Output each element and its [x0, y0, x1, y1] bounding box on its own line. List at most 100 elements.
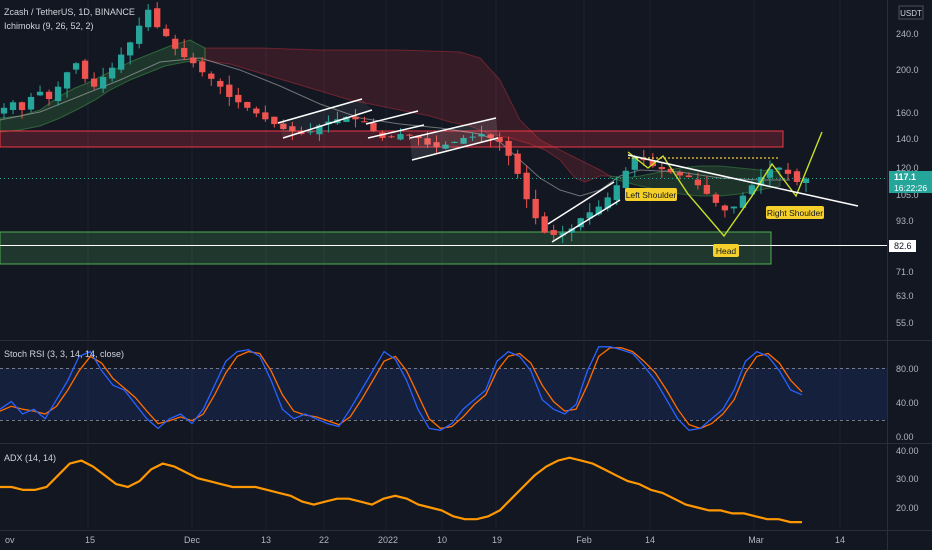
flag-channels[interactable] — [277, 98, 621, 243]
resistance-zone[interactable] — [0, 130, 784, 148]
candle[interactable] — [343, 116, 350, 122]
candle[interactable] — [433, 142, 440, 148]
candle[interactable] — [199, 61, 206, 73]
candle[interactable] — [9, 102, 17, 110]
candle[interactable] — [721, 205, 729, 211]
candle[interactable] — [667, 168, 674, 173]
price-axis[interactable]: USDT 240.0 200.0 160.0 140.0 120.0 105.0 93.0 7… — [889, 5, 932, 328]
candle[interactable] — [370, 122, 377, 132]
candle[interactable] — [0, 107, 8, 114]
candle[interactable] — [117, 54, 125, 70]
candle[interactable] — [289, 126, 296, 132]
candles[interactable] — [0, 2, 810, 244]
candle[interactable] — [99, 76, 107, 89]
candle[interactable] — [505, 140, 512, 156]
support-zone[interactable] — [0, 231, 772, 265]
candle[interactable] — [487, 134, 494, 138]
candle[interactable] — [244, 101, 251, 108]
candle[interactable] — [226, 84, 233, 97]
stoch-rsi-panel[interactable]: Stoch RSI (3, 3, 14, 14, close) 80.00 40… — [0, 346, 919, 442]
candle[interactable] — [208, 73, 215, 79]
candle[interactable] — [72, 63, 80, 70]
candle[interactable] — [280, 123, 287, 130]
candle[interactable] — [424, 138, 431, 145]
candle[interactable] — [253, 108, 260, 114]
candle[interactable] — [676, 172, 683, 176]
candle[interactable] — [703, 184, 711, 194]
candle[interactable] — [127, 42, 134, 56]
candle[interactable] — [613, 185, 620, 201]
candle[interactable] — [172, 38, 179, 49]
level-price: 82.6 — [894, 241, 912, 251]
candle[interactable] — [190, 57, 197, 64]
candle[interactable] — [784, 169, 792, 174]
head-shoulders-pattern[interactable] — [627, 131, 859, 238]
candle[interactable] — [658, 167, 665, 170]
candle[interactable] — [307, 131, 314, 133]
candle[interactable] — [460, 137, 467, 144]
candle[interactable] — [514, 153, 521, 174]
candle[interactable] — [694, 179, 702, 186]
candle[interactable] — [388, 136, 395, 138]
candle[interactable] — [541, 216, 548, 233]
candle[interactable] — [235, 94, 242, 103]
candle[interactable] — [478, 134, 485, 137]
current-price-tag — [889, 171, 932, 193]
adx-panel[interactable]: ADX (14, 14) 40.00 30.00 20.00 — [0, 446, 919, 524]
candle[interactable] — [81, 60, 89, 79]
candle[interactable] — [361, 121, 368, 123]
annotation-head[interactable]: Head — [713, 244, 739, 257]
time-axis[interactable]: ov 15 Dec 13 22 2022 10 19 Feb 14 Mar 14 — [5, 535, 845, 545]
candle[interactable] — [523, 172, 530, 200]
candle[interactable] — [622, 170, 629, 188]
candle[interactable] — [352, 116, 359, 120]
candle[interactable] — [550, 230, 557, 235]
candle[interactable] — [577, 218, 584, 228]
candle[interactable] — [163, 28, 170, 37]
candle[interactable] — [685, 175, 693, 178]
candle[interactable] — [36, 91, 44, 96]
candle[interactable] — [631, 157, 638, 170]
annotation-right-shoulder[interactable]: Right Shoulder — [766, 206, 824, 219]
candle[interactable] — [18, 102, 26, 111]
candle[interactable] — [262, 112, 269, 120]
candle[interactable] — [730, 206, 738, 209]
candle[interactable] — [451, 141, 458, 143]
candle[interactable] — [442, 144, 449, 149]
candle[interactable] — [802, 178, 810, 183]
candle[interactable] — [415, 135, 422, 138]
candle[interactable] — [397, 134, 404, 140]
candle[interactable] — [496, 137, 503, 142]
candle[interactable] — [54, 86, 62, 102]
candle[interactable] — [406, 134, 413, 136]
candle[interactable] — [793, 171, 801, 182]
candle[interactable] — [532, 198, 539, 219]
candle[interactable] — [586, 212, 593, 219]
candle[interactable] — [45, 91, 53, 100]
candle[interactable] — [90, 78, 98, 87]
candle[interactable] — [595, 206, 602, 215]
candle[interactable] — [271, 116, 278, 125]
candle[interactable] — [739, 195, 747, 208]
price-panel[interactable]: Left Shoulder Head Right Shoulder Zcash … — [0, 2, 887, 265]
candle[interactable] — [559, 232, 566, 236]
candle[interactable] — [154, 8, 161, 28]
candle[interactable] — [775, 167, 783, 170]
candle[interactable] — [766, 169, 774, 178]
candle[interactable] — [469, 136, 476, 138]
candle[interactable] — [63, 72, 71, 89]
price-tick: 160.0 — [896, 108, 919, 118]
candle[interactable] — [748, 185, 756, 195]
candle[interactable] — [604, 197, 611, 209]
candle[interactable] — [136, 25, 143, 44]
candle[interactable] — [27, 96, 35, 110]
candle[interactable] — [712, 194, 720, 203]
candle[interactable] — [181, 47, 188, 58]
candle[interactable] — [145, 9, 152, 28]
candle[interactable] — [316, 125, 323, 135]
annotation-left-shoulder[interactable]: Left Shoulder — [625, 188, 677, 201]
candle[interactable] — [217, 80, 224, 87]
candle[interactable] — [108, 67, 116, 79]
candle[interactable] — [325, 121, 332, 125]
